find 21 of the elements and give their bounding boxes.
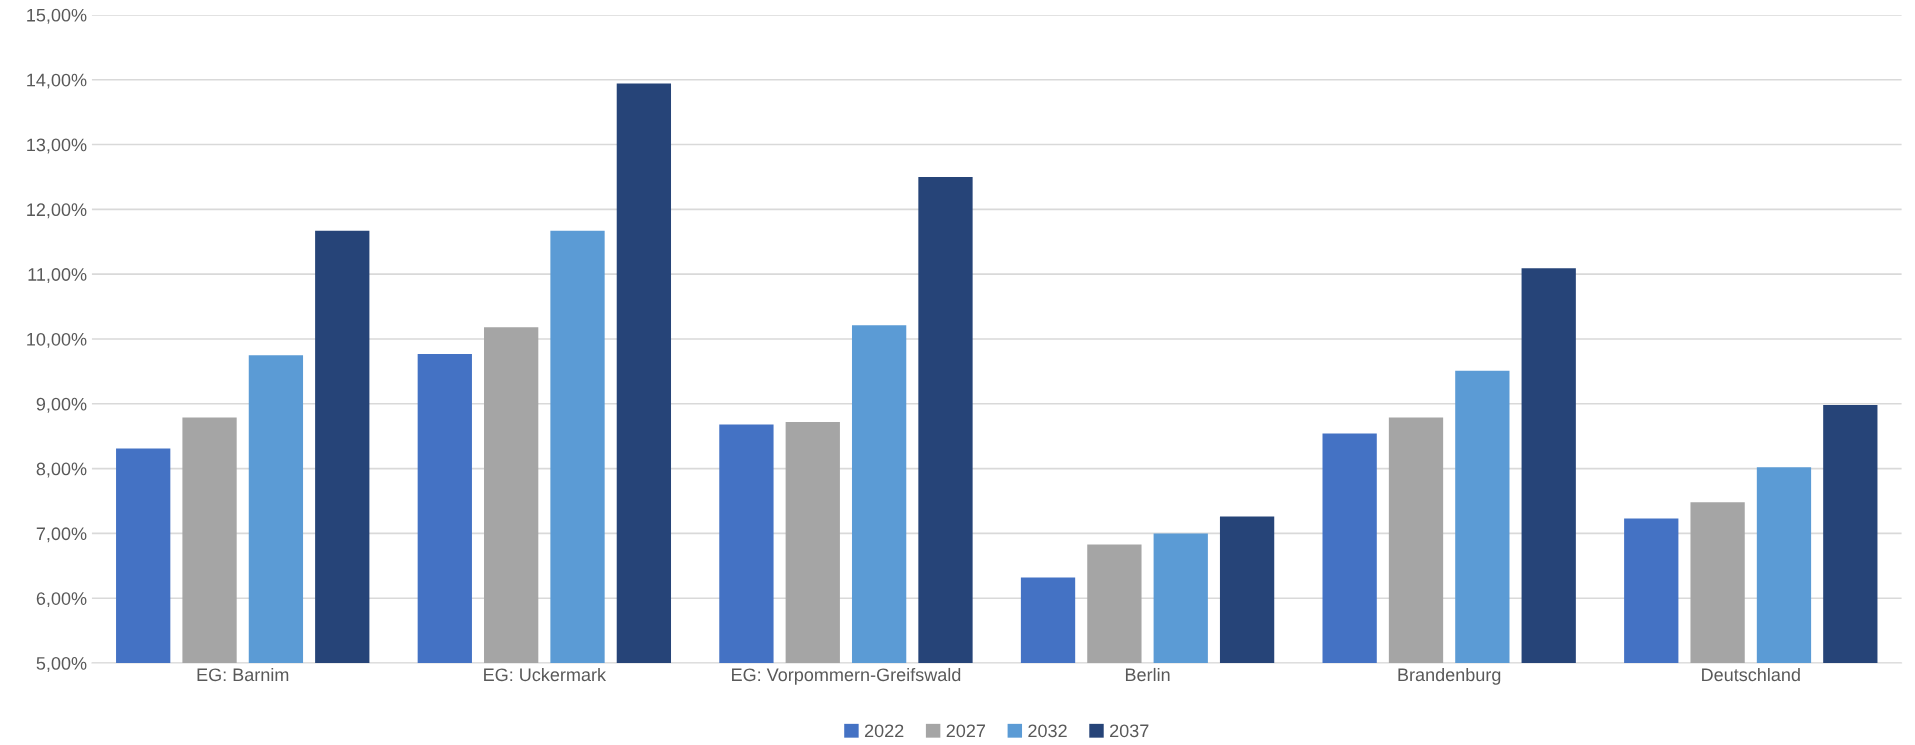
legend-label: 2037	[1110, 724, 1149, 738]
x-tick-label: Deutschland	[1702, 667, 1800, 682]
y-tick-label: 6,00%	[36, 592, 87, 608]
x-tick-label: Berlin	[1125, 667, 1170, 682]
x-tick-label: Brandenburg	[1398, 667, 1501, 685]
y-tick-label: 15,00%	[27, 8, 87, 24]
legend-label: 2027	[946, 724, 986, 738]
y-tick-label: 12,00%	[27, 203, 87, 219]
legend-label: 2022	[864, 724, 904, 738]
y-tick-label: 10,00%	[27, 332, 87, 348]
x-tick-label: EG: Uckermark	[484, 667, 607, 682]
y-tick-label: 8,00%	[36, 462, 87, 478]
y-tick-label: 14,00%	[27, 73, 87, 89]
y-tick-label: 13,00%	[27, 138, 87, 154]
x-tick-label: EG: Vorpommern-Greifswald	[732, 667, 961, 685]
x-tick-label: EG: Barnim	[197, 667, 289, 682]
y-tick-label: 7,00%	[36, 527, 87, 543]
legend-label: 2032	[1028, 724, 1067, 738]
y-tick-label: 5,00%	[36, 656, 87, 672]
y-tick-label: 9,00%	[36, 397, 87, 413]
y-tick-label: 11,00%	[28, 268, 87, 284]
